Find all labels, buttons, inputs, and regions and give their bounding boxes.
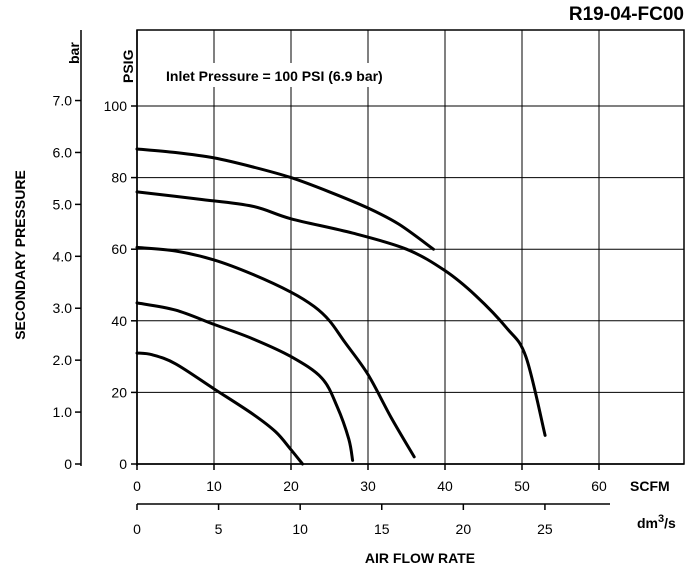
inlet-pressure-annotation: Inlet Pressure = 100 PSI (6.9 bar): [166, 68, 383, 84]
dm3s-tick-label: 25: [537, 521, 553, 537]
model-number: R19-04-FC00: [569, 4, 684, 25]
dm3s-tick-label: 0: [133, 521, 141, 537]
psig-unit-label: PSIG: [120, 49, 136, 83]
psig-ticks: 0 20 40 60 80 100: [104, 98, 137, 472]
scfm-tick-label: 30: [360, 478, 376, 494]
plot-frame: [136, 29, 685, 465]
psig-tick-label: 20: [111, 384, 127, 400]
bar-tick-label: 7.0: [53, 93, 73, 109]
pressure-curve-2: [135, 190, 547, 437]
psig-tick-label: 0: [119, 456, 127, 472]
pressure-curve-3: [135, 245, 416, 459]
scfm-ticks: 0 10 20 30 40 50 60: [133, 464, 607, 494]
bar-unit-label: bar: [66, 42, 82, 64]
scfm-tick-label: 10: [206, 478, 222, 494]
pressure-curve-5: [135, 351, 305, 466]
scfm-tick-label: 0: [133, 478, 141, 494]
scfm-tick-label: 50: [514, 478, 530, 494]
scfm-tick-label: 20: [283, 478, 299, 494]
dm3s-tick-label: 15: [374, 521, 390, 537]
bar-tick-label: 2.0: [53, 352, 73, 368]
psig-tick-label: 100: [104, 98, 128, 114]
dm3s-tick-label: 10: [292, 521, 308, 537]
dm3s-ticks: 0 5 10 15 20 25: [133, 504, 553, 537]
bar-tick-label: 1.0: [53, 404, 73, 420]
scfm-tick-label: 60: [591, 478, 607, 494]
psig-tick-label: 60: [111, 241, 127, 257]
scfm-tick-label: 40: [437, 478, 453, 494]
pressure-curve-4: [135, 301, 355, 462]
psig-tick-label: 40: [111, 313, 127, 329]
bar-tick-label: 3.0: [53, 300, 73, 316]
scfm-unit-label: SCFM: [630, 478, 670, 494]
pressure-curve-1: [135, 147, 435, 251]
dm3s-unit-label: dm3/s: [637, 513, 676, 531]
bar-tick-label: 0: [64, 456, 72, 472]
y-axis-title: SECONDARY PRESSURE: [12, 170, 28, 340]
bar-tick-label: 6.0: [53, 144, 73, 160]
dm3s-tick-label: 5: [215, 521, 223, 537]
annotation-bg: [162, 63, 432, 87]
x-axis-title: AIR FLOW RATE: [365, 550, 475, 566]
grid: [137, 30, 684, 464]
dm3s-tick-label: 20: [456, 521, 472, 537]
pressure-curves: [135, 147, 547, 466]
bar-tick-label: 4.0: [53, 248, 73, 264]
bar-tick-label: 5.0: [53, 196, 73, 212]
bar-ticks: 0 1.0 2.0 3.0 4.0 5.0 6.0 7.0: [53, 93, 81, 472]
psig-tick-label: 80: [111, 170, 127, 186]
